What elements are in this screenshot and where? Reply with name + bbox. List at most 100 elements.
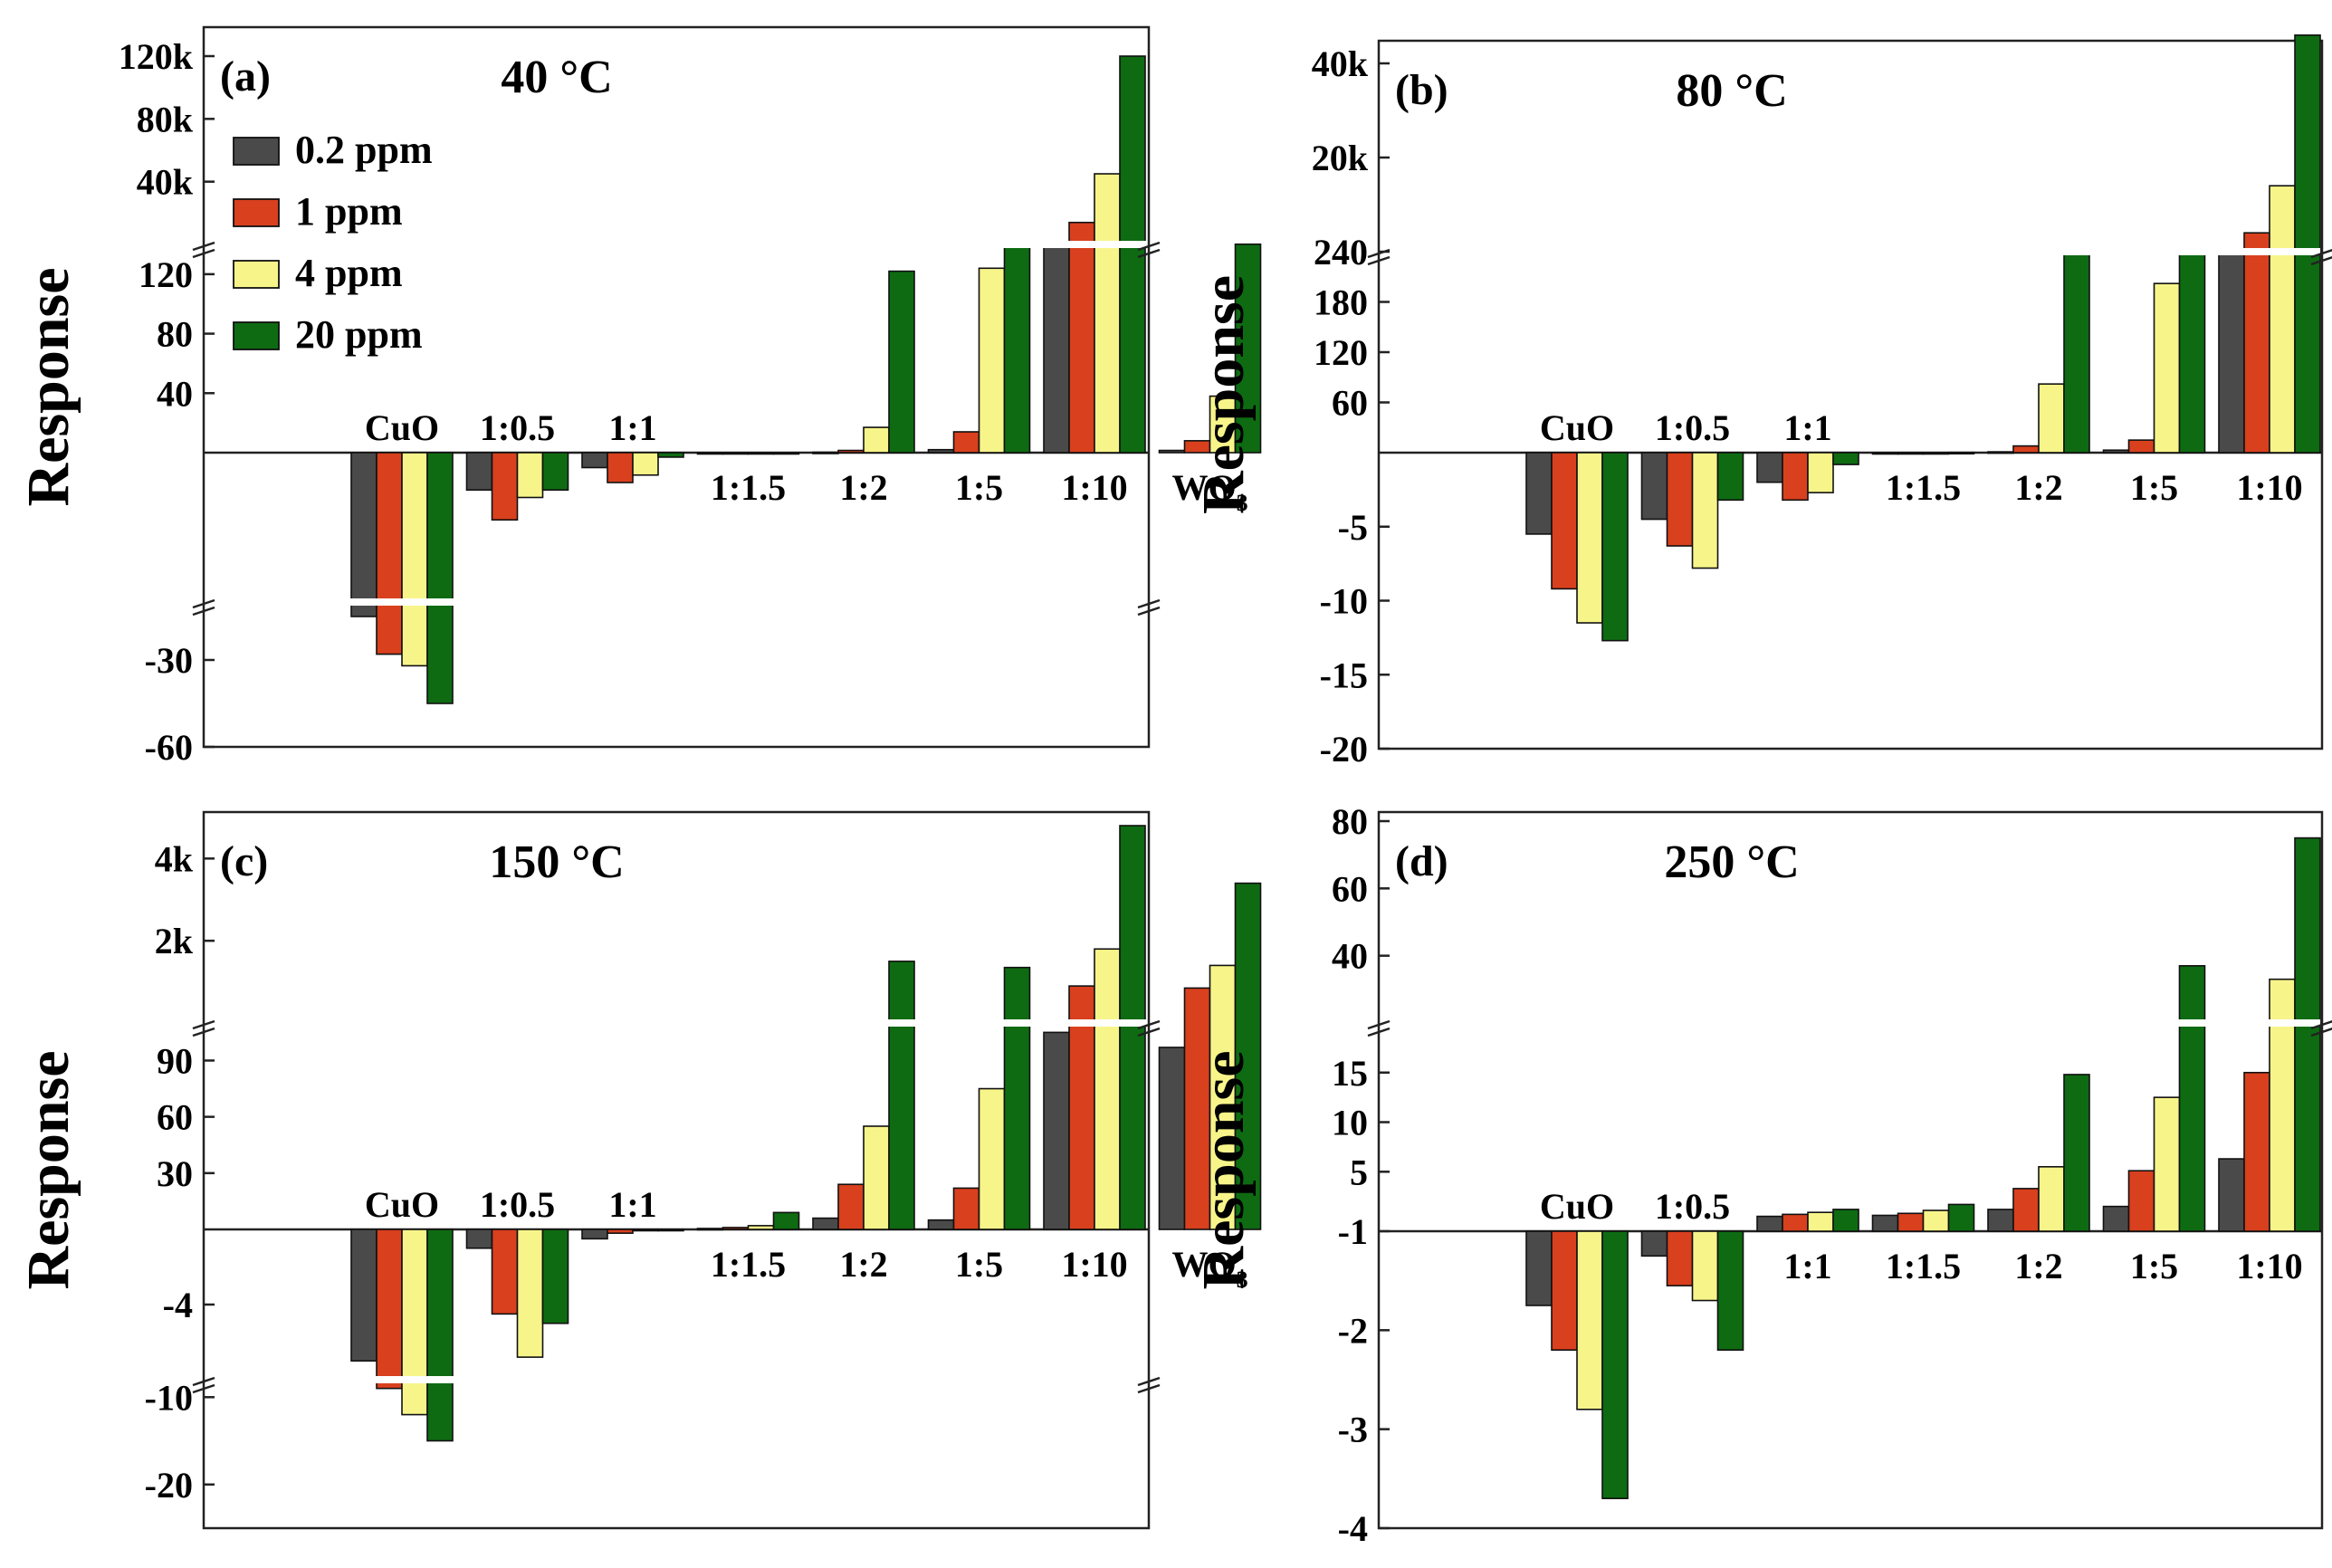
axis-break-mark [2310, 249, 2332, 259]
bar-1-1-s0 [581, 1229, 608, 1240]
bar-cuo-s1 [1551, 1230, 1578, 1351]
bar-1-5-s2 [2153, 1096, 2181, 1232]
axis-break-mark [2310, 1028, 2332, 1037]
category-label: 1:10 [1061, 467, 1127, 508]
bar-1-5-s0 [2102, 1205, 2130, 1232]
bar-1-10-s3 [1119, 55, 1146, 454]
category-label-text: 1:2 [2014, 467, 2062, 508]
y-tick-label: 60 [1332, 383, 1368, 424]
category-label-text: CuO [1540, 407, 1614, 448]
bar-wo3-s2 [1209, 395, 1237, 454]
bar-cuo-s1 [1551, 452, 1578, 590]
bar-1-1-s3 [657, 1229, 684, 1232]
category-label-text: WO [1171, 1244, 1236, 1285]
category-label-text: 1:2 [2014, 1246, 2062, 1286]
bar-1-1-s3 [1832, 1209, 1859, 1232]
bar-wo3-s3 [1234, 882, 1262, 1230]
y-axis-label: Response [1190, 275, 1257, 514]
bar-cuo-s2 [1576, 452, 1603, 624]
y-tick-label: -5 [1338, 507, 1368, 548]
bar-1-10-s0 [1043, 1031, 1070, 1230]
category-label-text: 1:5 [2130, 1246, 2178, 1286]
category-label: 1:5 [955, 467, 1003, 508]
category-label: 1:10 [2236, 467, 2302, 508]
category-label: 1:1 [1783, 1246, 1831, 1286]
category-label-text: WO [1171, 467, 1236, 508]
bar-1-10-s1 [2243, 232, 2270, 454]
y-tick-label: -4 [163, 1285, 193, 1325]
y-tick-label: -3 [1338, 1410, 1368, 1450]
bar-cuo-s1 [376, 1229, 403, 1390]
bar-cuo-s3 [426, 1229, 454, 1442]
bar-1-0-5-s0 [1640, 1230, 1668, 1257]
bar-1-1-s3 [657, 452, 684, 458]
bar-1-5-s1 [2127, 439, 2155, 454]
category-label-text: 1:1.5 [711, 467, 786, 508]
bar-wo3-s3 [1234, 243, 1262, 454]
y-tick-label: -30 [145, 640, 193, 681]
chart-panel-b: 60 120 180 240 20k 40k -5 -10 -15 -20 (b) 80 °C Resp… [1190, 33, 2332, 770]
category-label: CuO [1540, 407, 1614, 448]
category-label: 1:2 [839, 1244, 887, 1285]
bar-1-2-s1 [837, 449, 865, 454]
bar-cuo-s0 [350, 1229, 378, 1362]
bar-1-10-s1 [1068, 221, 1095, 454]
category-label: 1:0.5 [1655, 1186, 1730, 1227]
bar-cuo-s3 [426, 452, 454, 704]
category-label: 1:1 [1783, 407, 1831, 448]
bar-1-0-5-s2 [516, 452, 544, 499]
bar-1-5-s0 [927, 448, 955, 454]
axis-break-mark [192, 598, 215, 609]
bar-1-1-5-s3 [772, 1211, 800, 1230]
bar-1-5-s3 [1003, 966, 1031, 1230]
bar-1-10-s2 [1094, 948, 1121, 1230]
bar-1-1-5-s0 [1871, 1214, 1899, 1232]
bar-1-0-5-s2 [1691, 1230, 1719, 1302]
y-tick-label: 10 [1332, 1103, 1368, 1143]
y-axis-label: Response [1190, 1050, 1257, 1289]
panel-label: (c) [220, 837, 268, 885]
category-label: CuO [1540, 1186, 1614, 1227]
y-tick-label: 40 [157, 373, 193, 414]
bar-1-2-s0 [812, 1217, 839, 1230]
y-tick-label: 80 [157, 314, 193, 355]
bar-1-1-5-s0 [1871, 452, 1899, 455]
bar-1-1-s0 [1756, 1215, 1783, 1232]
category-label-text: 1:2 [839, 467, 887, 508]
bar-1-5-s3 [2178, 965, 2206, 1232]
bar-1-1-s0 [1756, 452, 1783, 483]
y-tick-label: 15 [1332, 1053, 1368, 1094]
y-tick-label: 20k [1312, 138, 1369, 178]
category-label: 1:1 [608, 407, 656, 448]
category-label: 1:0.5 [480, 407, 555, 448]
category-label-text: 1:1.5 [1886, 467, 1961, 508]
category-label-subscript: 3 [1237, 490, 1248, 516]
bar-1-2-s2 [2038, 383, 2065, 454]
bar-1-0-5-s3 [1716, 452, 1744, 502]
bar-cuo-s3 [1601, 1230, 1629, 1500]
category-label-text: 1:1.5 [1886, 1246, 1961, 1286]
y-tick-label: 40k [1312, 43, 1369, 84]
bar-1-1-s2 [632, 452, 659, 476]
plot-frame [202, 25, 1151, 749]
category-label-text: 1:10 [1061, 467, 1127, 508]
axis-break-band [205, 1376, 1147, 1383]
axis-break-band [1381, 248, 2320, 255]
axis-break-mark [1137, 598, 1161, 609]
legend-swatch [233, 198, 280, 227]
category-label-text: 1:10 [1061, 1244, 1127, 1285]
plot-frame [1377, 810, 2324, 1530]
axis-break-mark [192, 1019, 215, 1030]
axis-break-mark [192, 1376, 215, 1387]
category-label: WO3 [1171, 1244, 1247, 1293]
bar-1-10-s0 [2218, 249, 2245, 454]
bar-cuo-s0 [1525, 1230, 1553, 1306]
chart-title: 250 °C [1664, 837, 1799, 888]
category-label: 1:2 [2014, 1246, 2062, 1286]
axis-break-mark [2310, 256, 2332, 266]
y-tick-label: -20 [1320, 729, 1368, 770]
axis-break-mark [1367, 255, 1391, 266]
y-tick-label: 2k [155, 921, 194, 961]
category-label-subscript: 3 [1237, 1267, 1248, 1293]
category-label: 1:5 [2130, 467, 2178, 508]
